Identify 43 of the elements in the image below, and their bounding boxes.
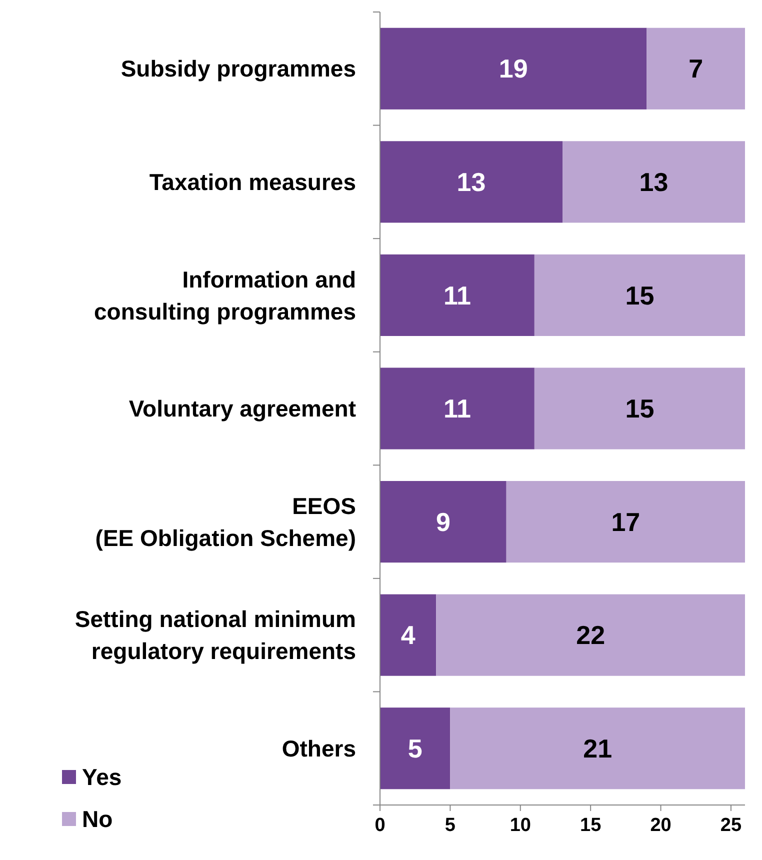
bar bbox=[380, 594, 436, 676]
bar bbox=[380, 368, 534, 450]
bar bbox=[450, 708, 745, 790]
bar bbox=[380, 481, 506, 563]
data-label: 15 bbox=[625, 280, 654, 310]
bar bbox=[646, 28, 745, 110]
data-label: 7 bbox=[688, 54, 704, 84]
data-label: 13 bbox=[639, 167, 668, 198]
y-tick-label: Information and consulting programmes bbox=[94, 266, 356, 324]
x-tick-label: 15 bbox=[580, 815, 602, 836]
bar bbox=[436, 594, 745, 676]
bar bbox=[562, 141, 745, 223]
legend-label: No bbox=[82, 806, 113, 832]
x-tick-label: 5 bbox=[444, 815, 456, 836]
x-tick-label: 25 bbox=[720, 815, 742, 836]
data-label: 21 bbox=[583, 733, 612, 764]
x-tick-label: 10 bbox=[510, 815, 531, 836]
data-label: 4 bbox=[400, 620, 416, 650]
data-label: 15 bbox=[625, 394, 654, 424]
data-label: 9 bbox=[436, 506, 450, 537]
y-tick-label: Others bbox=[282, 735, 356, 762]
y-tick-label: Setting national minimum regulatory requirements bbox=[74, 606, 356, 664]
bar bbox=[506, 481, 745, 563]
data-label: 11 bbox=[443, 394, 471, 424]
bar bbox=[534, 368, 745, 450]
y-tick-label: Taxation measures bbox=[149, 168, 356, 195]
bar bbox=[380, 708, 450, 790]
bar bbox=[534, 254, 745, 336]
y-tick-label: Subsidy programmes bbox=[120, 56, 356, 82]
data-label: 5 bbox=[408, 733, 422, 764]
legend-label: Yes bbox=[82, 764, 122, 790]
data-label: 19 bbox=[498, 54, 528, 84]
bar bbox=[380, 28, 647, 110]
y-tick-label: Voluntary agreement bbox=[128, 396, 356, 422]
y-tick-label: EEOS (EE Obligation Scheme) bbox=[95, 492, 356, 551]
data-label: 13 bbox=[456, 167, 486, 198]
bar bbox=[380, 141, 562, 223]
x-tick-label: 20 bbox=[650, 815, 672, 836]
data-label: 17 bbox=[611, 506, 640, 537]
bar bbox=[380, 254, 534, 336]
x-tick-label: 0 bbox=[374, 815, 386, 836]
data-label: 11 bbox=[443, 280, 471, 310]
data-label: 22 bbox=[576, 620, 606, 650]
